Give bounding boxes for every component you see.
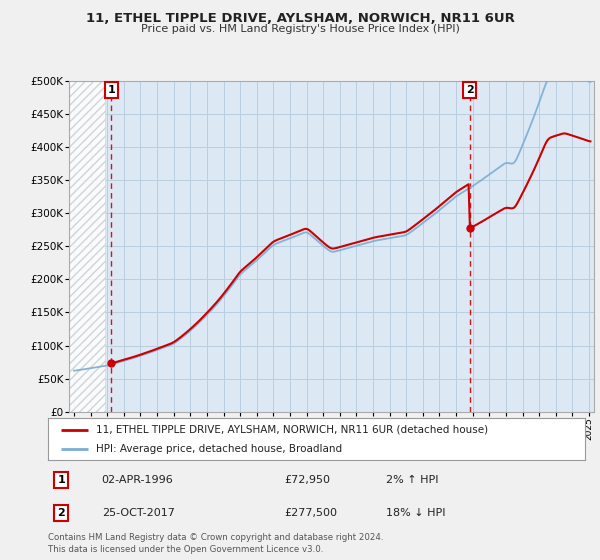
Text: £277,500: £277,500 xyxy=(284,508,337,518)
Text: 11, ETHEL TIPPLE DRIVE, AYLSHAM, NORWICH, NR11 6UR (detached house): 11, ETHEL TIPPLE DRIVE, AYLSHAM, NORWICH… xyxy=(97,424,488,435)
Text: HPI: Average price, detached house, Broadland: HPI: Average price, detached house, Broa… xyxy=(97,444,343,454)
Text: 2: 2 xyxy=(466,85,473,95)
Text: Contains HM Land Registry data © Crown copyright and database right 2024.
This d: Contains HM Land Registry data © Crown c… xyxy=(48,533,383,554)
Text: 25-OCT-2017: 25-OCT-2017 xyxy=(102,508,175,518)
Text: 1: 1 xyxy=(107,85,115,95)
Text: 1: 1 xyxy=(58,475,65,484)
Text: Price paid vs. HM Land Registry's House Price Index (HPI): Price paid vs. HM Land Registry's House … xyxy=(140,24,460,34)
Text: 18% ↓ HPI: 18% ↓ HPI xyxy=(386,508,446,518)
Text: 2% ↑ HPI: 2% ↑ HPI xyxy=(386,475,439,484)
Text: £72,950: £72,950 xyxy=(284,475,330,484)
Polygon shape xyxy=(69,81,105,412)
Text: 02-APR-1996: 02-APR-1996 xyxy=(102,475,173,484)
Text: 11, ETHEL TIPPLE DRIVE, AYLSHAM, NORWICH, NR11 6UR: 11, ETHEL TIPPLE DRIVE, AYLSHAM, NORWICH… xyxy=(86,12,514,25)
Text: 2: 2 xyxy=(58,508,65,518)
